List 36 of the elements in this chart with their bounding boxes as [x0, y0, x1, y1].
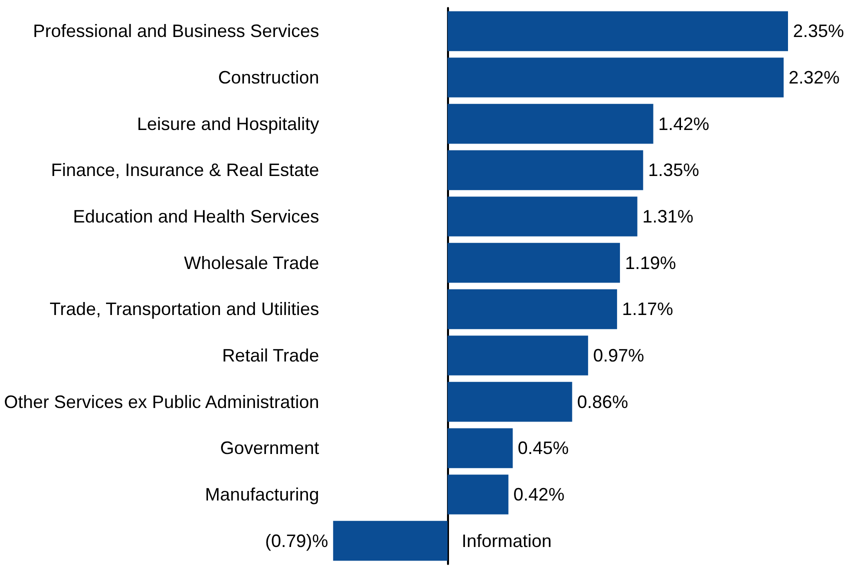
y-tick-label: Government	[220, 438, 320, 458]
bar	[448, 11, 788, 52]
y-tick-label: Education and Health Services	[72, 206, 320, 226]
y-tick-label: Other Services ex Public Administration	[4, 392, 320, 412]
bar	[448, 242, 620, 283]
data-label: 1.31%	[642, 206, 694, 226]
data-label: 0.97%	[593, 346, 644, 366]
y-tick-label: Manufacturing	[205, 484, 320, 504]
bar	[448, 336, 588, 376]
data-label: 0.86%	[577, 392, 628, 412]
y-tick-label: Construction	[218, 68, 320, 88]
data-label: 1.35%	[648, 160, 700, 180]
bar	[448, 289, 618, 330]
data-label: (0.79)%	[265, 530, 328, 551]
bar	[448, 150, 644, 190]
data-label: 1.17%	[622, 299, 674, 320]
data-label: 1.19%	[624, 252, 676, 273]
bar	[448, 104, 654, 144]
y-tick-label: Retail Trade	[222, 346, 320, 366]
data-label: 0.42%	[513, 484, 564, 504]
bar	[448, 428, 513, 468]
data-label: 0.45%	[518, 438, 569, 458]
y-tick-label: Wholesale Trade	[184, 252, 320, 273]
data-label: 2.35%	[793, 21, 844, 42]
y-tick-label: Information	[462, 530, 552, 551]
y-tick-label: Leisure and Hospitality	[137, 114, 320, 134]
bar	[448, 196, 638, 236]
bar	[333, 520, 448, 561]
data-label: 1.42%	[658, 114, 710, 134]
y-tick-label: Professional and Business Services	[32, 21, 320, 42]
bar	[448, 474, 508, 514]
data-label: 2.32%	[788, 68, 840, 88]
bar	[448, 58, 784, 98]
y-tick-label: Finance, Insurance & Real Estate	[50, 160, 320, 180]
y-tick-label: Trade, Transportation and Utilities	[50, 299, 320, 320]
bar	[448, 382, 572, 422]
